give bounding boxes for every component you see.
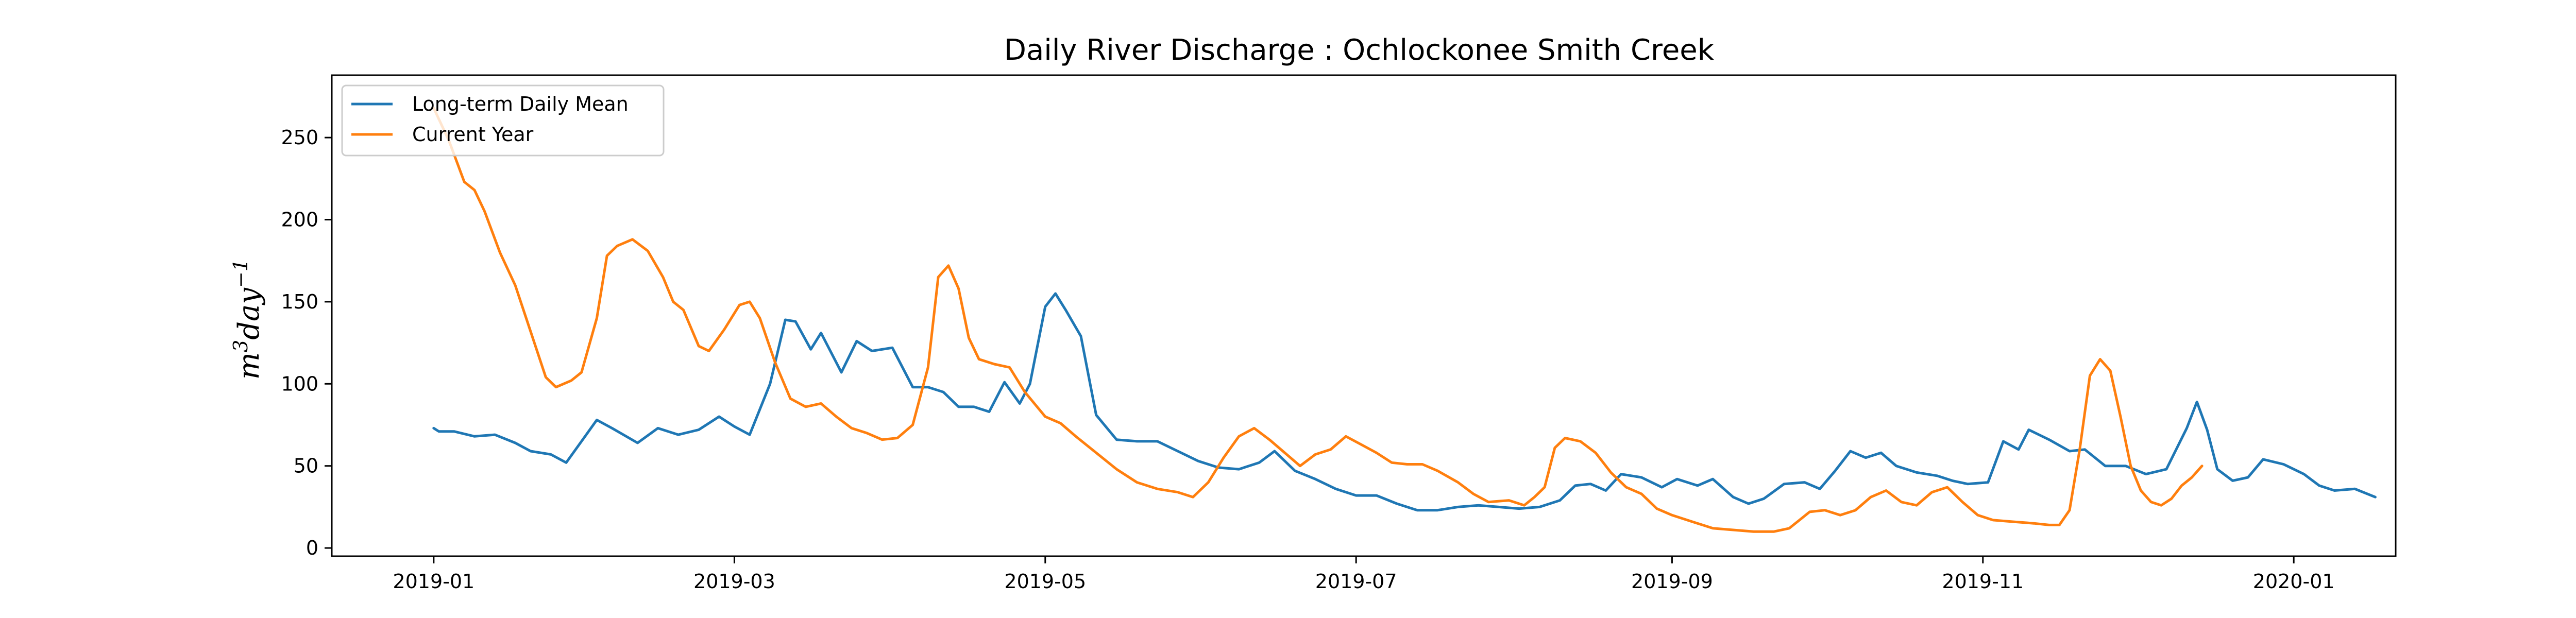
y-axis-label-base: m xyxy=(232,352,266,380)
x-tick-label: 2019-11 xyxy=(1942,570,2024,593)
chart-title: Daily River Discharge : Ochlockonee Smit… xyxy=(1004,33,1715,67)
y-axis-label: m3day−1 xyxy=(229,259,266,380)
x-tick-label: 2019-01 xyxy=(393,570,474,593)
y-axis-label-exponent-2: −1 xyxy=(229,259,252,288)
legend-box xyxy=(341,84,665,157)
y-tick-label: 100 xyxy=(281,372,318,395)
legend-label-current-year: Current Year xyxy=(412,123,534,146)
y-tick-label: 150 xyxy=(281,290,318,313)
y-tick-label: 50 xyxy=(294,455,318,477)
legend-label-long-term-daily-mean: Long-term Daily Mean xyxy=(412,93,629,115)
plot-frame xyxy=(331,74,2397,557)
y-axis-label-mid: day xyxy=(232,287,266,340)
series-line-current-year xyxy=(432,107,2204,533)
y-tick-label: 0 xyxy=(306,537,318,559)
x-tick-label: 2020-01 xyxy=(2253,570,2335,593)
series-line-long-term-daily-mean xyxy=(432,292,2377,512)
y-axis-label-exponent-1: 3 xyxy=(229,340,252,352)
x-tick-label: 2019-03 xyxy=(693,570,775,593)
y-tick-label: 200 xyxy=(281,209,318,231)
y-tick-label: 250 xyxy=(281,126,318,149)
legend: Long-term Daily Mean Current Year xyxy=(341,84,665,157)
x-tick-label: 2019-05 xyxy=(1004,570,1086,593)
plot-content: 0 50 100 150 200 250 2019-01 2019-03 2019-05 2019… xyxy=(281,107,2377,593)
x-tick-label: 2019-07 xyxy=(1315,570,1397,593)
x-tick-label: 2019-09 xyxy=(1631,570,1713,593)
